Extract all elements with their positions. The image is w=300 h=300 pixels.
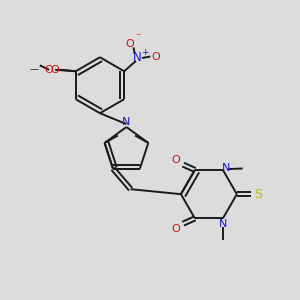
Text: N: N	[219, 219, 227, 229]
Text: +: +	[141, 48, 148, 57]
Text: N: N	[222, 164, 231, 173]
Text: O: O	[44, 65, 53, 75]
Text: —: —	[29, 65, 38, 74]
Text: O: O	[171, 224, 180, 234]
Text: ⁻: ⁻	[136, 32, 141, 42]
Text: O: O	[151, 52, 160, 61]
Text: N: N	[122, 117, 130, 127]
Text: S: S	[254, 188, 262, 201]
Text: O: O	[171, 154, 180, 165]
Text: O: O	[126, 39, 134, 49]
Text: O: O	[50, 65, 59, 75]
Text: N: N	[133, 52, 142, 64]
